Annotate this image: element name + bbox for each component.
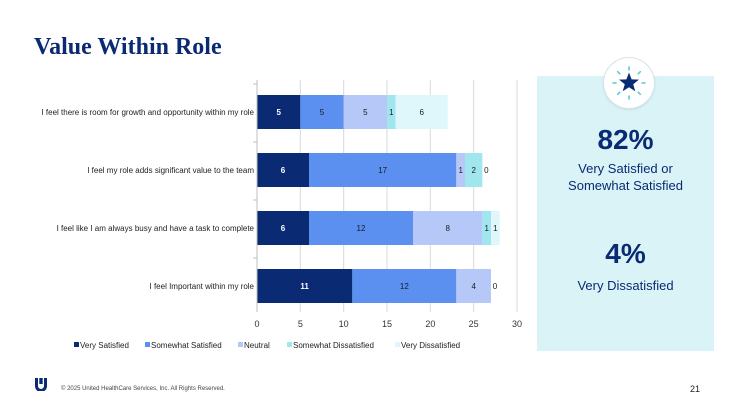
bar-segment [309,211,413,245]
bar-segment [387,95,396,129]
star-badge [604,58,654,108]
x-tick-label: 15 [382,319,392,329]
legend-label: Neutral [244,341,270,350]
bar-segment [413,211,483,245]
bar-segment [465,153,483,187]
data-label: 1 [458,166,463,175]
category-label: I feel my role adds significant value to… [87,166,254,175]
data-label: 5 [276,108,281,117]
data-label: 6 [281,224,286,233]
summary-panel [537,76,714,351]
category-label: I feel like I am always busy and have a … [57,224,255,233]
data-label: 5 [363,108,368,117]
legend-label: Very Dissatisfied [401,341,460,350]
x-tick-label: 10 [339,319,349,329]
star-badge-icon [612,66,646,100]
x-tick-label: 30 [512,319,522,329]
legend-label: Very Satisfied [80,341,129,350]
data-label: 12 [357,224,366,233]
x-tick-label: 5 [298,319,303,329]
legend-swatch [395,342,400,347]
page-title: Value Within Role [34,34,222,60]
data-label: 0 [493,282,498,291]
page-number: 21 [690,384,701,394]
bar-segment [456,153,465,187]
legend-swatch [238,342,243,347]
stat-satisfied-label: Very Satisfied or Somewhat Satisfied [537,160,714,194]
stat-satisfied-label-text: Very Satisfied or Somewhat Satisfied [568,161,683,193]
bar-segment [309,153,457,187]
stat-dissatisfied-value: 4% [605,238,646,269]
data-label: 8 [445,224,450,233]
legend-swatch [287,342,292,347]
data-label: 4 [471,282,476,291]
bar-segment [343,95,387,129]
bar-segment [257,153,309,187]
legend-label: Somewhat Satisfied [151,341,222,350]
bar-segment [395,95,448,129]
bar-segment [300,95,344,129]
category-label: I feel there is room for growth and oppo… [41,108,254,117]
stat-dissatisfied-label: Very Dissatisfied [577,278,674,293]
copyright-footer: © 2025 United HealthCare Services, Inc. … [61,386,225,392]
data-label: 5 [320,108,325,117]
data-label: 12 [400,282,409,291]
bar-segment [491,211,500,245]
data-label: 6 [281,166,286,175]
company-logo-icon [35,378,47,391]
category-label: I feel Important within my role [150,282,255,291]
stat-satisfied-value: 82% [597,124,654,155]
bar-segment [352,269,457,303]
data-label: 1 [484,224,489,233]
legend-swatch [145,342,150,347]
data-label: 1 [389,108,394,117]
bar-segment [456,269,491,303]
bar-segment [482,211,491,245]
data-label: 2 [471,166,476,175]
data-label: 6 [419,108,424,117]
data-label: 17 [378,166,387,175]
legend-label: Somewhat Dissatisfied [293,341,374,350]
x-tick-label: 20 [425,319,435,329]
bar-segment [257,95,301,129]
data-label: 1 [493,224,498,233]
data-label: 11 [300,282,309,291]
x-tick-label: 0 [254,319,259,329]
legend-swatch [74,342,79,347]
bar-segment [257,269,353,303]
bar-segment [257,211,309,245]
data-label: 0 [484,166,489,175]
x-tick-label: 25 [469,319,479,329]
